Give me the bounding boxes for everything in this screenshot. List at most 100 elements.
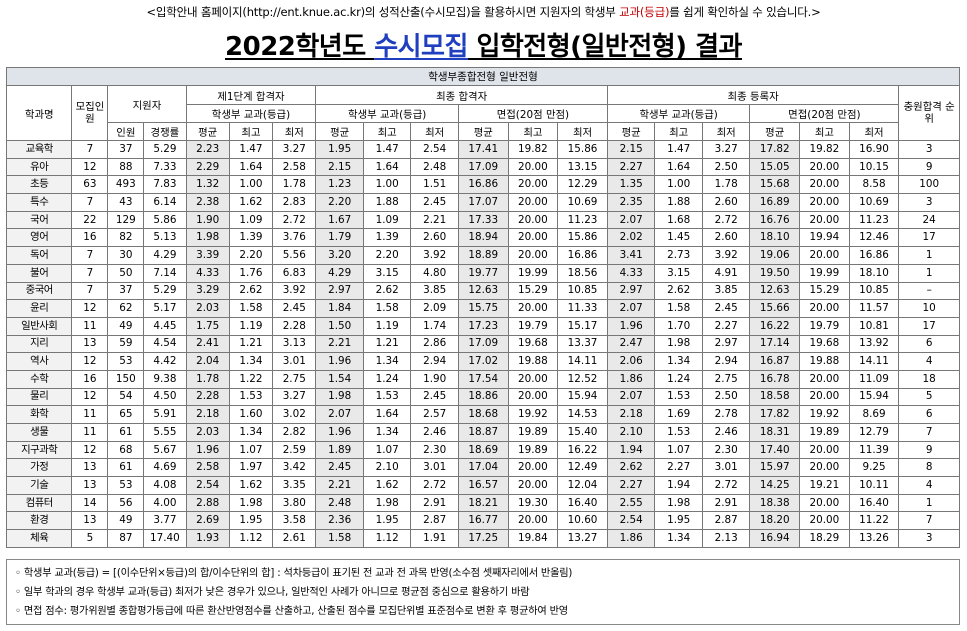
- table-cell: 1.24: [654, 369, 703, 389]
- table-cell: 15.29: [507, 281, 559, 301]
- header-min: 최저: [701, 122, 751, 141]
- table-cell: 53: [107, 352, 145, 371]
- table-cell: 19.68: [799, 334, 850, 354]
- table-cell: 1.58: [315, 529, 364, 548]
- table-cell: 7: [71, 246, 109, 265]
- table-cell: 20.00: [507, 246, 559, 265]
- header-avg: 평균: [749, 122, 801, 141]
- table-cell: 1.90: [410, 369, 459, 389]
- dept-name-cell: 윤리: [5, 299, 73, 318]
- table-cell: 1.98: [362, 493, 412, 513]
- page-title: 2022학년도 수시모집 입학전형(일반전형) 결과: [0, 26, 967, 63]
- note-line: ◦ 면접 점수: 평가위원별 종합평가등급에 따른 환산반영점수를 산출하고, …: [15, 606, 568, 617]
- table-row: 독어 7 30 4.29 3.39 2.20 5.56 3.20 2.20 3.92 18.89 20…: [5, 246, 960, 265]
- table-cell: 1.19: [228, 316, 274, 336]
- table-cell: 49: [107, 316, 145, 336]
- header-min: 최저: [410, 122, 459, 141]
- top-note: <입학안내 홈페이지(http://ent.knue.ac.kr)의 성적산출(…: [0, 4, 967, 20]
- table-cell: 2.47: [606, 334, 656, 354]
- table-cell: 1.12: [362, 529, 412, 548]
- table-cell: 1.00: [654, 175, 703, 195]
- table-cell: 15.75: [457, 299, 509, 318]
- table-cell: 4.33: [185, 263, 230, 283]
- table-cell: 12.52: [557, 369, 608, 389]
- table-row: 기술 13 53 4.08 2.54 1.62 3.35 2.21 1.62 2.72 16.57 2…: [5, 476, 960, 495]
- table-cell: 3.77: [143, 511, 187, 531]
- table-cell: 65: [107, 405, 145, 424]
- table-cell: 11.23: [848, 210, 900, 230]
- table-cell: 16.22: [749, 316, 801, 336]
- table-cell: 1.21: [362, 334, 412, 354]
- table-cell: 5.67: [143, 440, 187, 460]
- table-cell: 8.58: [848, 175, 900, 195]
- table-cell: 24: [898, 210, 960, 230]
- table-cell: 3.13: [272, 334, 317, 354]
- table-cell: 1.98: [315, 387, 364, 407]
- table-cell: 2.10: [606, 423, 656, 442]
- header-dept: 학과명: [5, 85, 73, 141]
- table-cell: 3.76: [272, 228, 317, 248]
- table-cell: 1.58: [362, 299, 412, 318]
- table-cell: 2.21: [315, 334, 364, 354]
- table-cell: 4.42: [143, 352, 187, 371]
- table-cell: 5.86: [143, 210, 187, 230]
- table-cell: 59: [107, 334, 145, 354]
- table-cell: 16: [71, 228, 109, 248]
- dept-name-cell: 지구과학: [5, 440, 73, 460]
- table-row: 교육학 7 37 5.29 2.23 1.47 3.27 1.95 1.47 2.54 17.41 1…: [5, 140, 960, 159]
- table-cell: 1.62: [228, 193, 274, 212]
- table-cell: 1.34: [654, 352, 703, 371]
- table-cell: 16.90: [848, 140, 900, 159]
- header-max: 최고: [362, 122, 412, 141]
- table-cell: 7: [71, 281, 109, 301]
- title-part-3: 입학전형(일반전형) 결과: [467, 32, 742, 62]
- table-cell: 2.45: [701, 299, 751, 318]
- table-cell: 7.83: [143, 175, 187, 195]
- table-row: 생물 11 61 5.55 2.03 1.34 2.82 1.96 1.34 2.46 18.87 1…: [5, 423, 960, 442]
- table-cell: 19.94: [799, 228, 850, 248]
- table-cell: 17.40: [749, 440, 801, 460]
- table-cell: 13.27: [557, 529, 608, 548]
- header-final-pass-interview: 면접(20점 만점): [457, 104, 608, 123]
- table-cell: 10.85: [557, 281, 608, 301]
- table-cell: 14.11: [848, 352, 900, 371]
- table-cell: 1.64: [228, 157, 274, 177]
- table-cell: 11.57: [848, 299, 900, 318]
- table-cell: 3: [898, 193, 960, 212]
- table-row: 영어 16 82 5.13 1.98 1.39 3.76 1.79 1.39 2.60 18.94 2…: [5, 228, 960, 248]
- table-cell: 15.68: [749, 175, 801, 195]
- table-cell: 15.94: [557, 387, 608, 407]
- table-cell: 1.89: [315, 440, 364, 460]
- table-cell: 2.50: [701, 157, 751, 177]
- table-cell: 2.45: [410, 387, 459, 407]
- table-cell: 1.98: [228, 493, 274, 513]
- table-cell: 6.83: [272, 263, 317, 283]
- table-cell: 1.74: [410, 316, 459, 336]
- dept-name-cell: 환경: [5, 511, 73, 531]
- table-cell: 7: [71, 140, 109, 159]
- header-stage1-gpa: 학생부 교과(등급): [185, 104, 317, 123]
- table-cell: 2.09: [410, 299, 459, 318]
- table-cell: 2.07: [606, 299, 656, 318]
- dept-name-cell: 수학: [5, 369, 73, 389]
- table-cell: 16.89: [749, 193, 801, 212]
- results-table: 학생부종합전형 일반전형 학과명 모집인원 지원자 제1단계 합격자 최종 합격…: [5, 67, 960, 548]
- table-cell: 15.86: [557, 140, 608, 159]
- table-cell: 3.01: [410, 458, 459, 478]
- table-cell: 12: [71, 387, 109, 407]
- table-cell: 16.87: [749, 352, 801, 371]
- table-cell: 1.86: [606, 369, 656, 389]
- table-cell: 2.23: [185, 140, 230, 159]
- table-cell: 1.98: [654, 334, 703, 354]
- table-cell: 18.31: [749, 423, 801, 442]
- table-cell: 2.55: [606, 493, 656, 513]
- notes-box: ◦ 학생부 교과(등급) = [(이수단위×등급)의 합/이수단위의 합] : …: [6, 559, 960, 625]
- table-cell: 16.22: [557, 440, 608, 460]
- table-cell: 13: [71, 511, 109, 531]
- table-cell: 2.60: [410, 228, 459, 248]
- header-final-reg: 최종 등록자: [606, 85, 900, 105]
- table-cell: 1.34: [362, 423, 412, 442]
- table-cell: 2.86: [410, 334, 459, 354]
- table-cell: 7: [898, 511, 960, 531]
- table-cell: 1.96: [185, 440, 230, 460]
